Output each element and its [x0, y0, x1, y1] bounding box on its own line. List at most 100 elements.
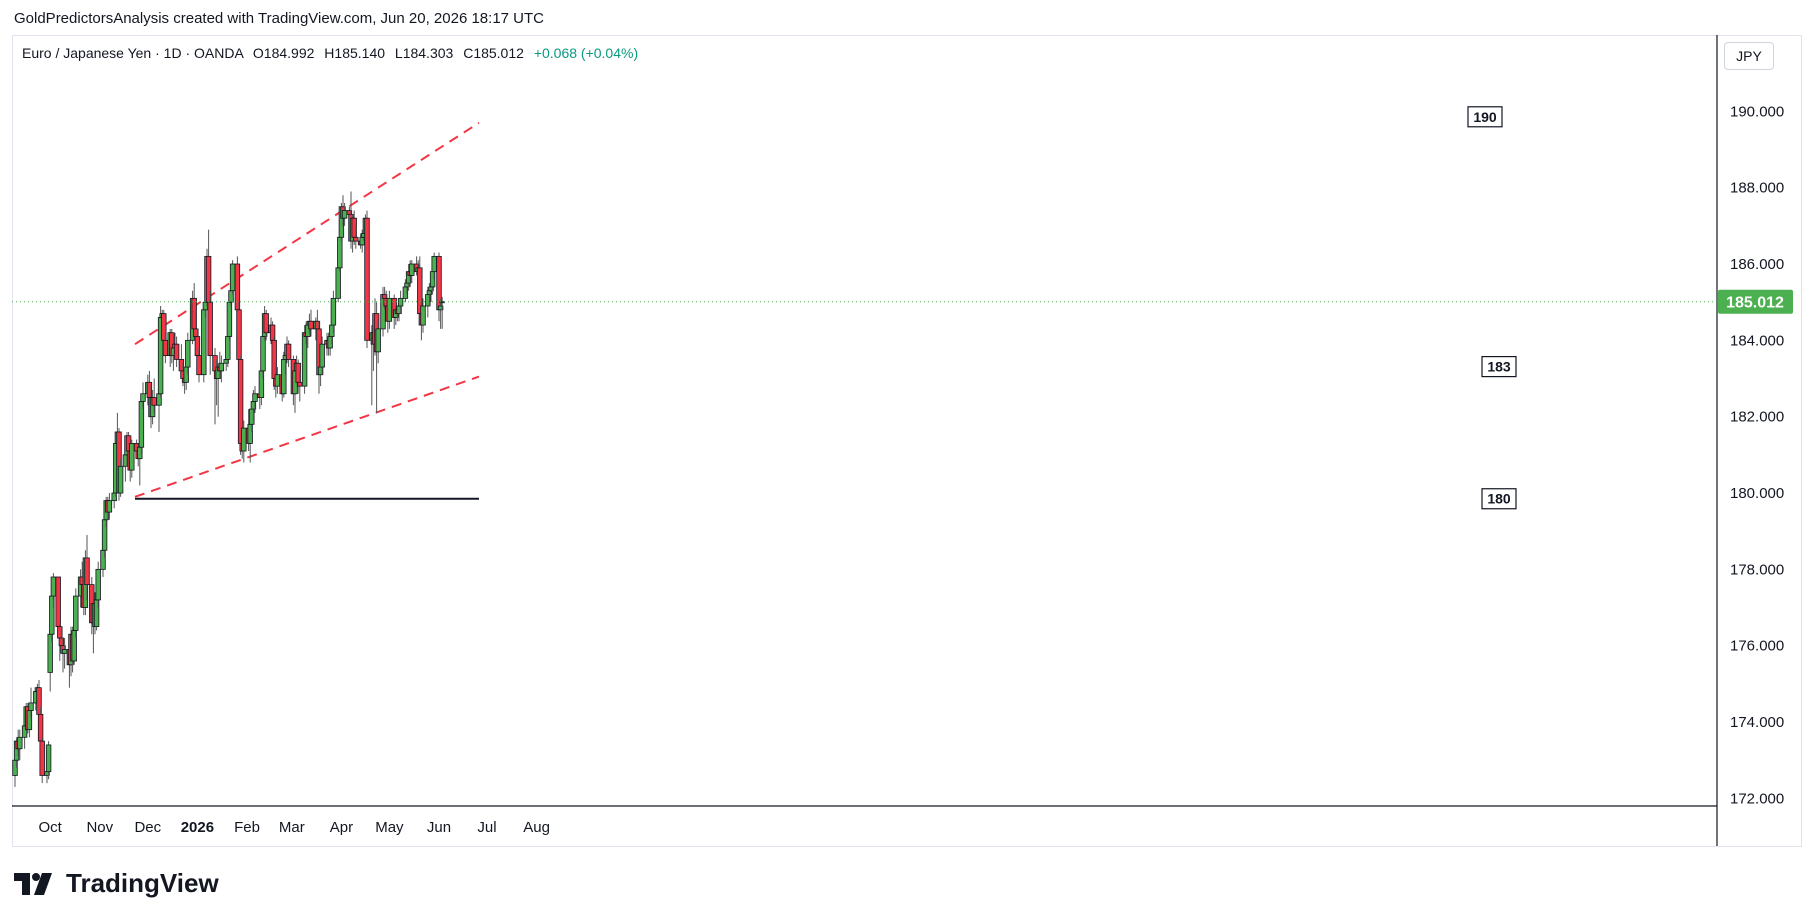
candle — [39, 737, 45, 784]
candle-body — [319, 343, 325, 368]
price-tick-label: 184.000 — [1730, 332, 1784, 349]
candle-body — [375, 328, 381, 353]
time-axis[interactable]: Oct Nov Dec 2026 Feb Mar Apr May Jun Jul Aug — [12, 805, 1717, 836]
candle-body — [106, 500, 113, 513]
price-tick-label: 186.000 — [1730, 256, 1784, 273]
candle-body — [226, 301, 233, 337]
candle-body — [218, 362, 225, 372]
label-190-box — [1467, 106, 1503, 128]
candle — [17, 729, 23, 761]
candle-body — [409, 263, 415, 276]
candle-body — [151, 397, 157, 406]
candle-body — [420, 305, 426, 326]
candle-body — [437, 305, 444, 311]
candle-body — [73, 595, 79, 631]
candle-body — [260, 336, 266, 372]
candle — [140, 382, 146, 410]
candle-body — [45, 744, 52, 773]
candle-body — [196, 355, 202, 376]
candle-body — [241, 427, 247, 452]
candles — [12, 191, 445, 787]
candle-body — [28, 702, 34, 711]
candle — [437, 298, 444, 329]
chart-frame[interactable] — [12, 35, 1802, 847]
label-183: 183 — [1481, 356, 1517, 378]
candle-body — [95, 568, 101, 601]
level-labels: 190 183 180 — [1467, 106, 1517, 510]
legend-open: O184.992 — [252, 45, 315, 61]
candle-body — [173, 343, 180, 360]
label-190: 190 — [1467, 106, 1503, 128]
legend-high: H185.140 — [324, 45, 386, 61]
tradingview-logo-icon — [14, 872, 52, 895]
candle — [285, 340, 292, 368]
candle — [218, 355, 225, 383]
legend-low: L184.303 — [394, 45, 454, 61]
candle — [229, 260, 236, 295]
candle-body — [285, 343, 292, 360]
candle — [117, 458, 124, 497]
tradingview-logo-text: TradingView — [66, 868, 219, 898]
candle-body — [263, 313, 269, 334]
time-tick-label: Aug — [523, 819, 550, 836]
price-tick-label: 188.000 — [1730, 180, 1784, 197]
legend-close: C185.012 — [463, 45, 524, 61]
currency-button[interactable]: JPY — [1724, 42, 1774, 70]
candle — [84, 535, 90, 600]
label-183-box — [1481, 356, 1517, 378]
symbol-title[interactable]: Euro / Japanese Yen · 1D · OANDA — [22, 45, 244, 61]
time-tick-label: 2026 — [181, 819, 214, 836]
candle-body — [55, 576, 61, 628]
last-price-marker: 185.012 — [12, 289, 1793, 314]
price-tick-label: 176.000 — [1730, 638, 1784, 655]
candle — [353, 225, 359, 249]
candle-body — [129, 443, 135, 471]
candle-body — [353, 236, 359, 242]
candle-body — [337, 236, 343, 269]
candle-body — [39, 740, 45, 776]
candle — [129, 439, 135, 478]
candle-body — [431, 255, 437, 273]
candle-body — [117, 465, 124, 494]
price-axis[interactable]: 172.000 174.000 176.000 178.000 180.000 182.0… — [1716, 35, 1784, 846]
candle-body — [207, 301, 213, 357]
candle — [45, 741, 52, 780]
candle-body — [335, 267, 341, 299]
candle-body — [252, 393, 258, 402]
time-tick-label: Oct — [39, 819, 63, 836]
time-tick-label: Feb — [234, 819, 260, 836]
chart-attribution: GoldPredictorsAnalysis created with Trad… — [14, 10, 544, 27]
candle — [28, 687, 34, 719]
candle-body — [140, 393, 146, 402]
candle-body — [50, 576, 57, 597]
candle-body — [364, 217, 370, 341]
candle-body — [297, 381, 303, 387]
label-183-text: 183 — [1487, 359, 1511, 375]
symbol-legend[interactable]: Euro / Japanese Yen · 1D · OANDA O184.99… — [22, 45, 638, 61]
tradingview-logo[interactable]: TradingView — [14, 868, 219, 899]
time-tick-label: May — [375, 819, 404, 836]
candle — [420, 298, 426, 333]
time-tick-label: Apr — [330, 819, 353, 836]
candle — [364, 210, 370, 348]
candle — [73, 588, 79, 639]
candle — [207, 290, 213, 375]
candle — [375, 321, 381, 364]
time-tick-label: Mar — [279, 819, 305, 836]
candle — [173, 336, 180, 368]
price-tick-label: 190.000 — [1730, 103, 1784, 120]
channel-lower-line[interactable] — [134, 375, 480, 498]
price-tick-label: 180.000 — [1730, 485, 1784, 502]
time-tick-label: Nov — [86, 819, 113, 836]
price-tick-label: 182.000 — [1730, 409, 1784, 426]
label-180-text: 180 — [1487, 491, 1511, 507]
candle-body — [162, 339, 169, 357]
candle-body — [330, 297, 337, 326]
candle-body — [386, 297, 393, 322]
candle-body — [61, 649, 68, 654]
label-190-text: 190 — [1473, 109, 1497, 125]
candle-body — [84, 557, 90, 586]
candle — [95, 561, 101, 608]
candle-body — [37, 713, 44, 742]
